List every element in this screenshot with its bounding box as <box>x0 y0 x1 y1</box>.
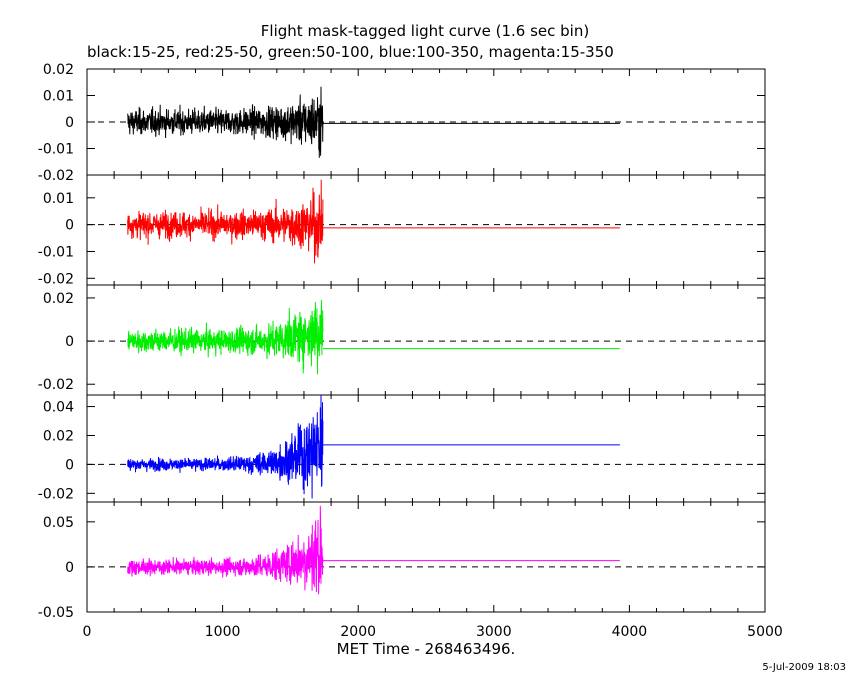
panel-5-ytick-label: 0.05 <box>43 515 74 531</box>
panel-1-ytick-label: -0.02 <box>38 168 74 184</box>
panel-4-ytick-label: 0.02 <box>43 428 74 444</box>
panel-5-frame <box>86 501 766 613</box>
x-tick-label: 3000 <box>476 624 512 640</box>
panel-4-ytick-label: 0 <box>65 457 74 473</box>
panel-5-ytick-label: -0.05 <box>38 605 74 621</box>
panel-3-light-curve <box>127 299 324 375</box>
panel-1-ytick-label: 0.01 <box>43 89 74 105</box>
panel-5-light-curve <box>127 505 324 595</box>
panel-5-ytick-label: 0 <box>65 560 74 576</box>
panel-4-frame <box>86 394 766 503</box>
panel-2-ytick-label: 0.01 <box>43 191 74 207</box>
panel-1-ytick-label: 0.02 <box>43 62 74 78</box>
x-tick-label: 2000 <box>340 624 376 640</box>
panel-4-light-curve <box>127 394 324 499</box>
x-tick-label: 4000 <box>612 624 648 640</box>
panel-1-light-curve <box>127 86 324 158</box>
panel-4-ytick-label: 0.04 <box>43 400 74 416</box>
chart-subtitle: black:15-25, red:25-50, green:50-100, bl… <box>87 43 614 61</box>
panel-3-ytick-label: -0.02 <box>38 377 74 393</box>
x-axis-label: MET Time - 268463496. <box>336 640 516 658</box>
panel-3-ytick-label: 0.02 <box>43 291 74 307</box>
panel-2-ytick-label: 0 <box>65 218 74 234</box>
panel-1-ytick-label: -0.01 <box>38 142 74 158</box>
x-tick-label: 1000 <box>205 624 241 640</box>
panel-1-ytick-label: 0 <box>65 115 74 131</box>
panel-4-ytick-label: -0.02 <box>38 486 74 502</box>
panel-2-ytick-label: -0.02 <box>38 271 74 287</box>
panel-2-light-curve <box>127 179 324 264</box>
x-tick-label: 5000 <box>747 624 783 640</box>
panel-3-ytick-label: 0 <box>65 334 74 350</box>
panel-2-ytick-label: -0.01 <box>38 244 74 260</box>
timestamp: 5-Jul-2009 18:03 <box>762 662 846 673</box>
x-tick-label: 0 <box>83 624 92 640</box>
chart-title: Flight mask-tagged light curve (1.6 sec … <box>260 22 590 40</box>
